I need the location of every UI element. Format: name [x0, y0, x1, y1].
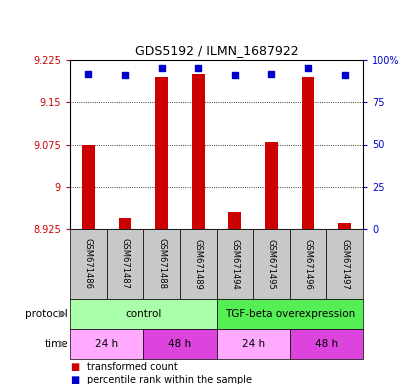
Text: GSM671489: GSM671489	[194, 238, 203, 290]
Text: TGF-beta overexpression: TGF-beta overexpression	[225, 309, 355, 319]
Bar	[155, 77, 168, 229]
Point	[232, 72, 238, 78]
Point	[268, 70, 275, 76]
Point	[158, 65, 165, 71]
Text: ■: ■	[70, 362, 79, 372]
Bar	[143, 329, 217, 359]
Bar	[265, 142, 278, 229]
Text: time: time	[44, 339, 68, 349]
Bar	[70, 229, 107, 299]
Bar	[302, 77, 315, 229]
Bar	[338, 223, 351, 229]
Bar	[180, 229, 217, 299]
Text: GSM671486: GSM671486	[84, 238, 93, 290]
Bar	[290, 329, 363, 359]
Bar	[192, 74, 205, 229]
Text: 24 h: 24 h	[242, 339, 265, 349]
Text: percentile rank within the sample: percentile rank within the sample	[87, 375, 251, 384]
Text: GSM671496: GSM671496	[303, 238, 312, 290]
Bar	[217, 329, 290, 359]
Bar	[82, 144, 95, 229]
Point	[305, 65, 311, 71]
Bar	[217, 299, 363, 329]
Text: ■: ■	[70, 375, 79, 384]
Bar	[107, 229, 143, 299]
Text: GSM671494: GSM671494	[230, 238, 239, 290]
Text: transformed count: transformed count	[87, 362, 177, 372]
Bar	[70, 329, 143, 359]
Text: 24 h: 24 h	[95, 339, 118, 349]
Text: protocol: protocol	[25, 309, 68, 319]
Bar	[217, 229, 253, 299]
Text: GSM671495: GSM671495	[267, 238, 276, 290]
Text: GSM671487: GSM671487	[120, 238, 129, 290]
Bar	[119, 218, 131, 229]
Point	[342, 72, 348, 78]
Text: control: control	[125, 309, 161, 319]
Text: 48 h: 48 h	[168, 339, 191, 349]
Text: GSM671497: GSM671497	[340, 238, 349, 290]
Point	[195, 65, 202, 71]
Point	[85, 70, 92, 76]
Bar	[143, 229, 180, 299]
Bar	[290, 229, 326, 299]
Bar	[228, 212, 241, 229]
Text: 48 h: 48 h	[315, 339, 338, 349]
Point	[122, 72, 128, 78]
Bar	[70, 299, 217, 329]
Bar	[326, 229, 363, 299]
Title: GDS5192 / ILMN_1687922: GDS5192 / ILMN_1687922	[135, 45, 298, 58]
Bar	[253, 229, 290, 299]
Text: GSM671488: GSM671488	[157, 238, 166, 290]
